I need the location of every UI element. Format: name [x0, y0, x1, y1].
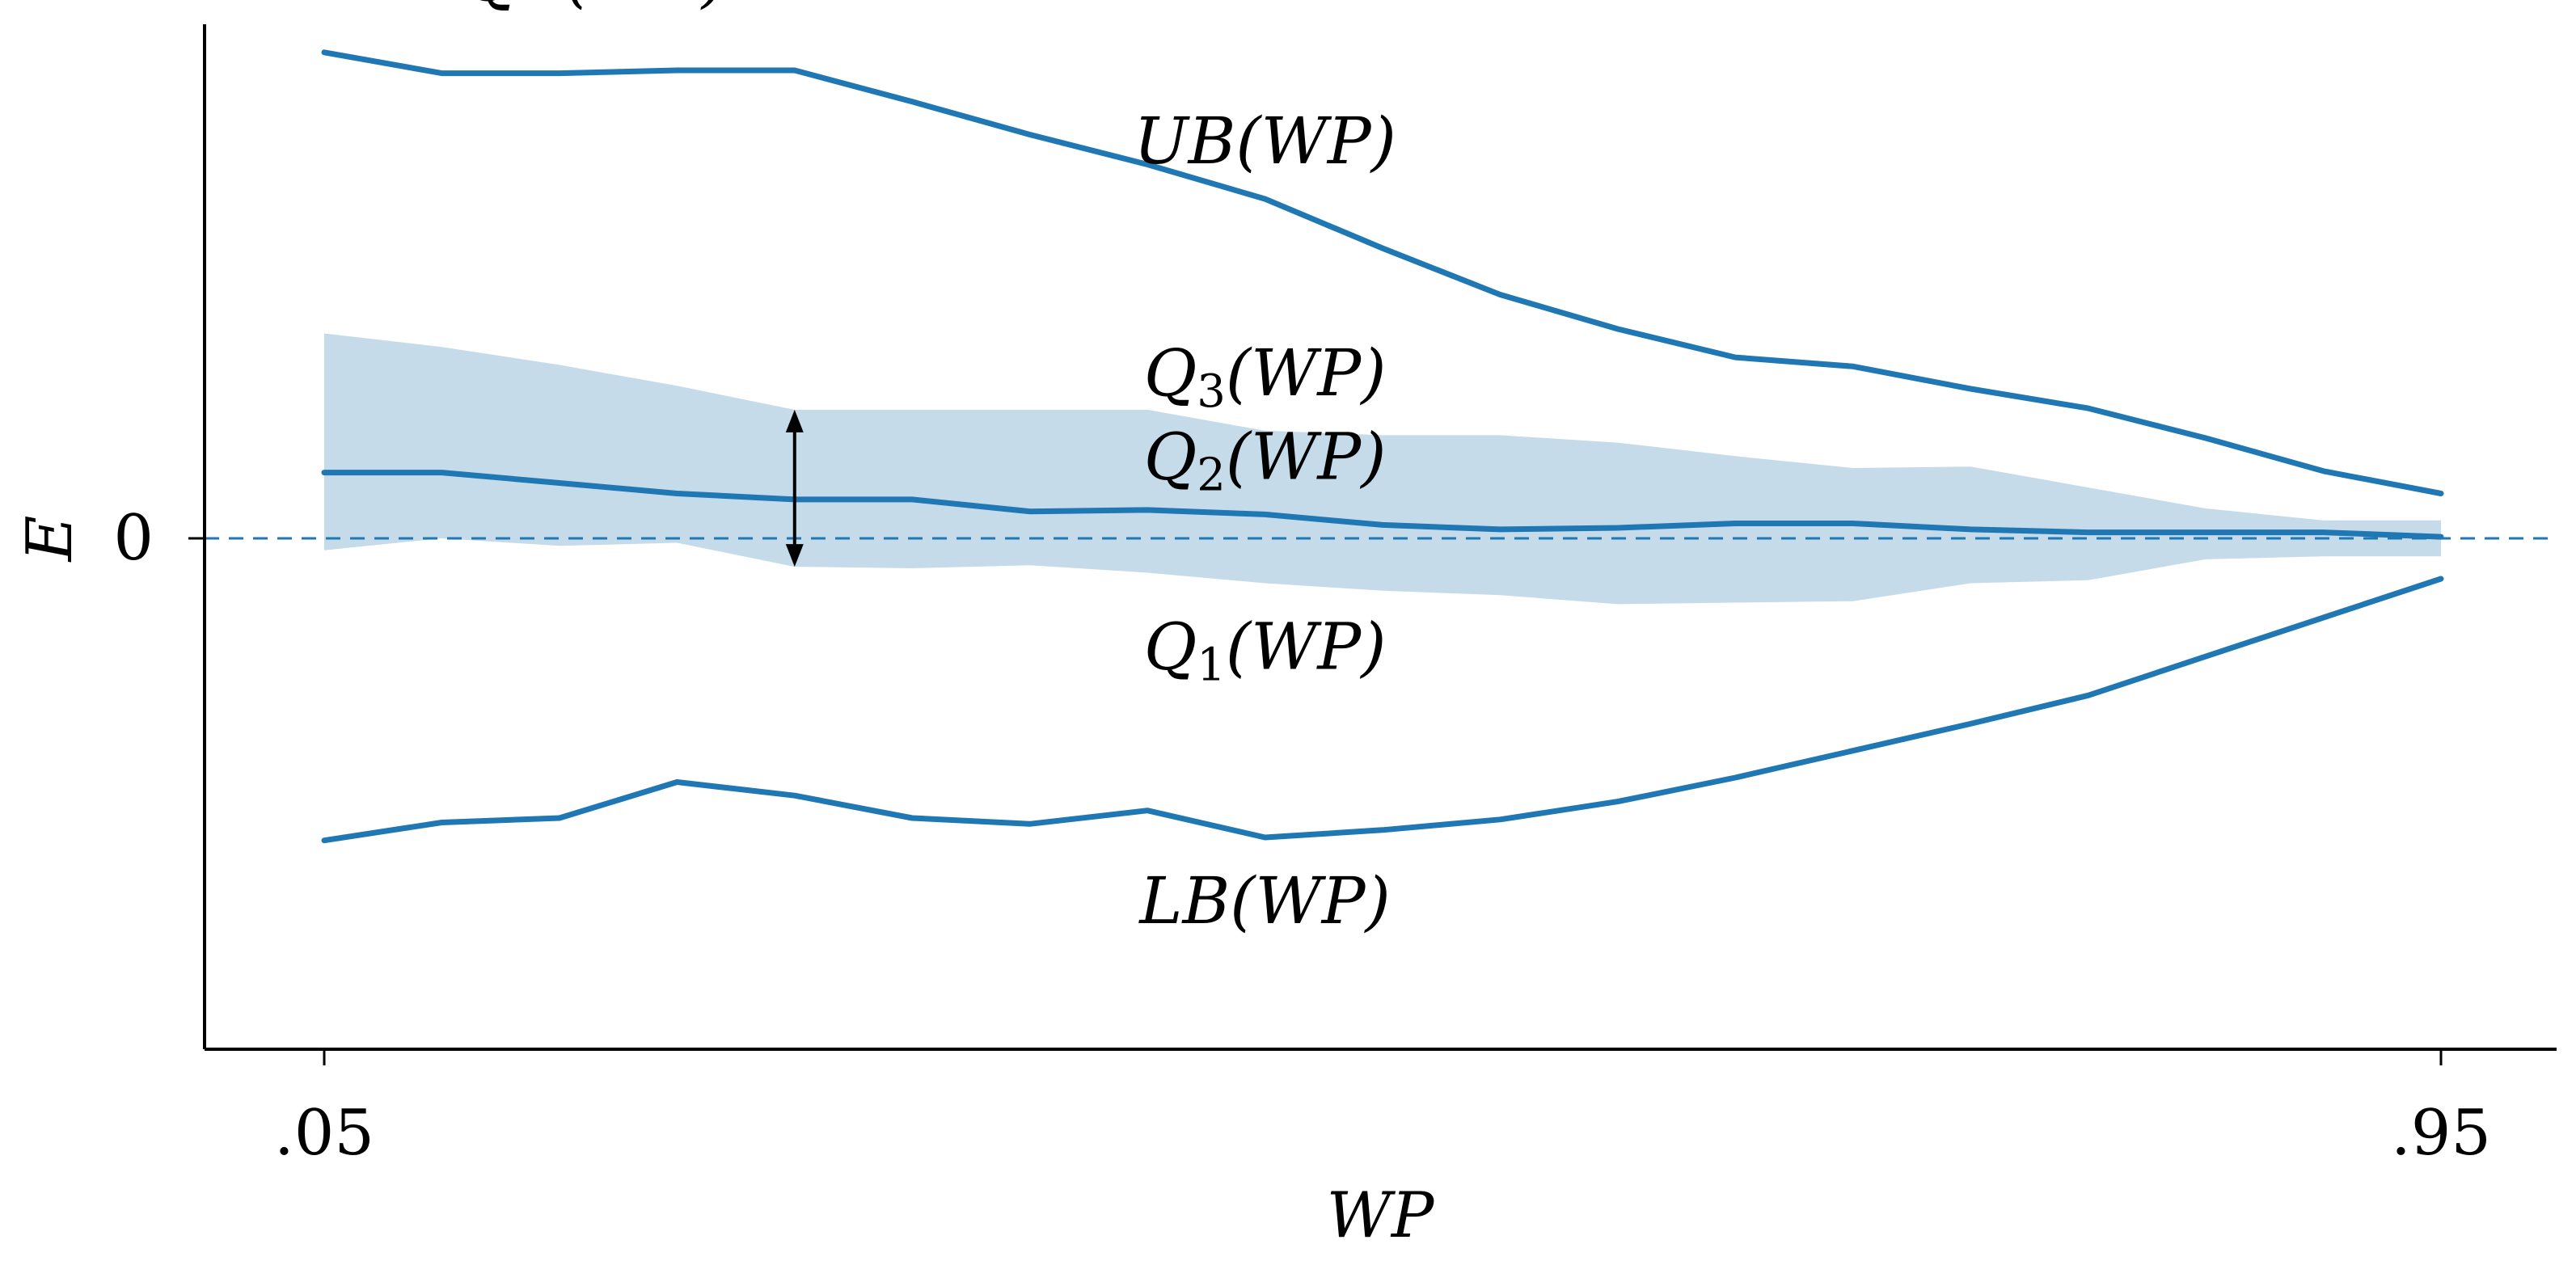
x-axis-label: WP — [1327, 1179, 1435, 1252]
series-label-q3wp: Q3(WP) — [1144, 335, 1387, 418]
series-line-lbwp — [321, 576, 2444, 844]
series-label-ubwp: UB(WP) — [1134, 103, 1396, 179]
y-tick-label: 0 — [113, 502, 154, 575]
y-axis-label: E — [14, 516, 87, 563]
iqr-band-layer — [324, 333, 2441, 605]
iqr-arrow-head-bottom — [785, 544, 804, 567]
iqr-arrow-head-top — [785, 409, 804, 432]
ticks-layer: .05 .95 0 — [113, 502, 2491, 1170]
axes-layer — [203, 24, 2557, 1051]
series-line-q2wp — [321, 470, 2444, 540]
x-tick-label: .95 — [2391, 1097, 2491, 1170]
series-labels-layer: UB(WP) Q3(WP)Q2(WP) Q1(WP) LB(WP) IQR(WP) — [437, 0, 1396, 938]
series-label-lbwp: LB(WP) — [1138, 863, 1390, 938]
x-tick-label: .05 — [274, 1097, 374, 1170]
series-label-q2wp: Q2(WP) — [1144, 419, 1387, 501]
iqr-arrow-layer — [785, 409, 804, 567]
series-lines-layer — [321, 49, 2444, 844]
series-line-ubwp — [321, 49, 2444, 496]
series-label-q1wp: Q1(WP) — [1144, 609, 1387, 692]
series-label-iqrwp: IQR(WP) — [437, 0, 727, 15]
iqr-band — [324, 333, 2441, 605]
